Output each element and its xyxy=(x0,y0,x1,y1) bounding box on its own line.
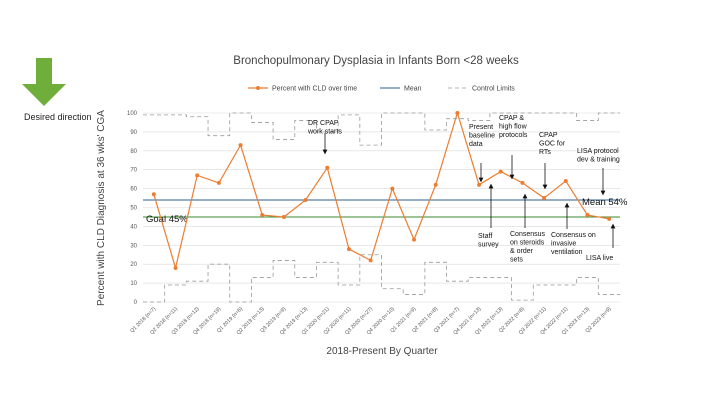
data-point xyxy=(303,197,308,202)
data-point xyxy=(346,247,351,252)
annotation-line: CPAP & xyxy=(499,115,524,122)
y-tick-label: 70 xyxy=(130,168,137,174)
annotation-line: Staff xyxy=(478,233,492,240)
data-point xyxy=(368,258,373,263)
annotation-label: DR CPAP work starts xyxy=(307,120,342,136)
data-point xyxy=(585,213,590,218)
annotation-line: RTs xyxy=(539,149,551,156)
y-tick-label: 10 xyxy=(130,281,137,287)
chart-title: Bronchopulmonary Dysplasia in Infants Bo… xyxy=(233,55,519,67)
annotation-label: LISA live xyxy=(586,255,613,262)
series-cld-over-time xyxy=(151,110,612,271)
annotation-line: sets xyxy=(510,257,523,264)
data-point xyxy=(281,214,286,219)
data-point xyxy=(607,216,612,221)
y-tick-label: 100 xyxy=(127,111,138,117)
upper-control-limit xyxy=(143,112,620,146)
annotation-line: work starts xyxy=(307,129,342,136)
data-point xyxy=(477,182,482,187)
chart-legend: Percent with CLD over time Mean Control Li… xyxy=(248,86,515,93)
annotation-line: Consensus xyxy=(510,231,546,238)
legend-label-limits: Control Limits xyxy=(472,86,515,93)
reference-lines: Goal 45% Mean 54% xyxy=(143,197,628,225)
annotation-label: LISA protocol dev & training xyxy=(577,148,620,164)
annotation-label: Consensus on invasive ventilation xyxy=(551,232,596,256)
mean-label: Mean 54% xyxy=(582,197,628,208)
data-point xyxy=(455,111,460,115)
desired-direction-arrow-icon xyxy=(22,58,66,106)
annotation-line: dev & training xyxy=(577,157,620,164)
annotation-line: CPAP xyxy=(539,132,558,139)
y-axis-label: Percent with CLD Diagnosis at 36 wks' CG… xyxy=(96,110,107,306)
annotation-label: Staff survey xyxy=(478,233,499,249)
data-point xyxy=(260,213,265,218)
annotation-line: & order xyxy=(510,248,534,255)
series-line xyxy=(153,110,610,271)
annotation-line: protocols xyxy=(499,132,528,139)
data-point xyxy=(195,173,200,178)
annotation-line: baseline xyxy=(469,133,495,140)
annotation-line: Present xyxy=(469,124,493,131)
data-point xyxy=(151,192,156,197)
annotation-line: data xyxy=(469,141,483,148)
annotation-label: CPAP GOC for RTs xyxy=(539,132,566,156)
y-tick-label: 0 xyxy=(134,300,138,306)
annotation-line: LISA protocol xyxy=(577,148,619,155)
annotation-line: survey xyxy=(478,242,499,249)
desired-direction-label: Desired direction xyxy=(24,112,92,122)
y-tick-label: 20 xyxy=(130,262,137,268)
data-point xyxy=(238,143,243,148)
control-limits xyxy=(143,112,620,303)
annotation-line: DR CPAP xyxy=(308,120,339,127)
legend-marker-cld xyxy=(256,86,260,90)
annotation-label: Consensus on steroids & order sets xyxy=(510,231,546,264)
data-point xyxy=(520,180,525,185)
y-tick-label: 80 xyxy=(130,149,137,155)
y-tick-label: 90 xyxy=(130,130,137,136)
goal-label: Goal 45% xyxy=(146,214,188,225)
data-point xyxy=(412,237,417,242)
annotation-line: on steroids xyxy=(510,240,545,247)
legend-label-cld: Percent with CLD over time xyxy=(272,86,357,93)
lower-control-limit xyxy=(143,254,620,303)
x-axis-ticks: Q1 2018 (n=7)Q2 2018 (n=11)Q3 2018 (n=12… xyxy=(129,306,613,336)
data-point xyxy=(173,265,178,270)
data-point xyxy=(325,165,330,170)
legend-label-mean: Mean xyxy=(404,86,422,93)
data-point xyxy=(433,182,438,187)
annotation-label: CPAP & high flow protocols xyxy=(499,115,528,139)
annotation-label: Present baseline data xyxy=(469,124,495,148)
data-point xyxy=(542,196,547,201)
annotation-line: high flow xyxy=(499,124,528,131)
x-axis-label: 2018-Present By Quarter xyxy=(326,346,438,357)
y-tick-label: 40 xyxy=(130,224,137,230)
y-tick-label: 60 xyxy=(130,187,137,193)
data-point xyxy=(498,169,503,174)
data-point xyxy=(390,186,395,191)
annotation-line: LISA live xyxy=(586,255,613,262)
annotation-line: invasive xyxy=(551,241,576,248)
annotation-line: GOC for xyxy=(539,141,566,148)
y-tick-label: 50 xyxy=(130,206,137,212)
data-point xyxy=(563,179,568,184)
data-point xyxy=(216,180,221,185)
annotations: DR CPAP work starts Present baseline data CPA… xyxy=(307,115,620,264)
y-axis-ticks: 0 10 20 30 40 50 60 70 80 90 100 xyxy=(127,111,138,306)
annotation-line: ventilation xyxy=(551,249,583,256)
y-tick-label: 30 xyxy=(130,243,137,249)
annotation-line: Consensus on xyxy=(551,232,596,239)
